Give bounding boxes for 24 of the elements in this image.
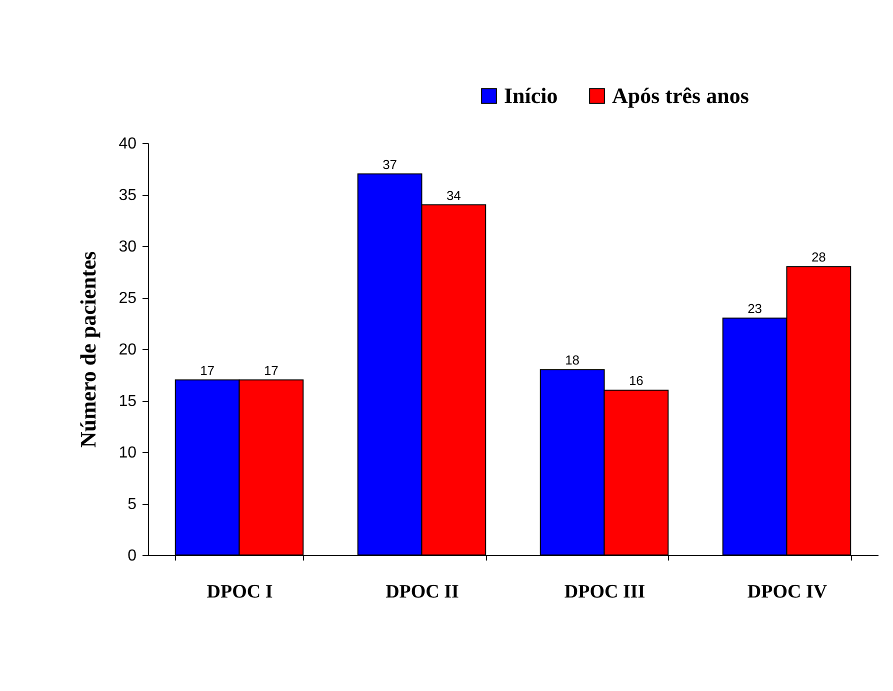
y-tick-label: 20: [118, 342, 137, 358]
y-tick-label: 10: [118, 444, 137, 462]
y-tick-label: 5: [128, 496, 137, 513]
data-label: 16: [628, 373, 644, 388]
data-label: 17: [200, 362, 215, 378]
legend-label: Após três anos: [612, 83, 750, 108]
data-label: 37: [382, 156, 398, 172]
data-label: 18: [565, 352, 580, 368]
data-label: 23: [748, 301, 762, 316]
x-tick-label: DPOC III: [564, 582, 646, 602]
y-tick-label: 30: [118, 238, 137, 256]
y-tick-label: 15: [118, 393, 137, 410]
data-label: 34: [446, 188, 461, 203]
y-axis-title: Número de pacientes: [76, 250, 101, 448]
x-tick-label: DPOC IV: [747, 582, 828, 602]
y-tick-label: 0: [128, 548, 137, 564]
x-tick-label: DPOC I: [206, 582, 273, 602]
legend-label: Início: [504, 83, 558, 108]
x-tick-label: DPOC II: [386, 582, 459, 602]
data-label: 17: [264, 362, 278, 378]
y-tick-label: 40: [118, 136, 137, 152]
data-label: 28: [811, 250, 826, 265]
y-tick-label: 35: [118, 187, 137, 204]
y-tick-label: 25: [118, 290, 137, 307]
